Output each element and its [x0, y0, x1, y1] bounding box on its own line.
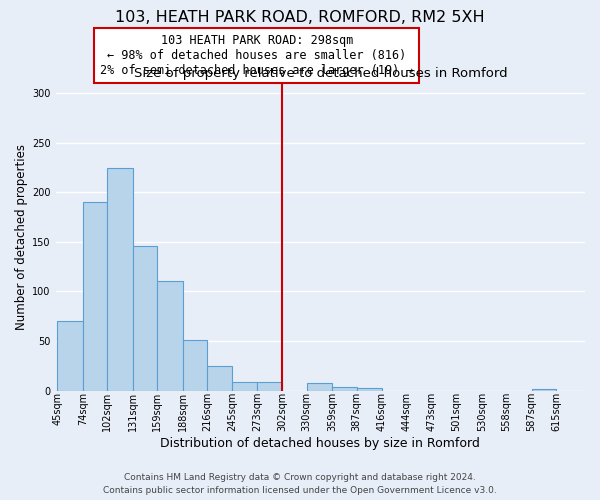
Bar — [332, 386, 356, 390]
Bar — [532, 388, 556, 390]
Bar — [58, 321, 83, 390]
Bar — [232, 382, 257, 390]
Text: 103, HEATH PARK ROAD, ROMFORD, RM2 5XH: 103, HEATH PARK ROAD, ROMFORD, RM2 5XH — [115, 10, 485, 25]
X-axis label: Distribution of detached houses by size in Romford: Distribution of detached houses by size … — [160, 437, 480, 450]
Bar — [307, 382, 332, 390]
Bar — [356, 388, 382, 390]
Bar — [257, 382, 282, 390]
Text: Contains HM Land Registry data © Crown copyright and database right 2024.
Contai: Contains HM Land Registry data © Crown c… — [103, 474, 497, 495]
Bar — [207, 366, 232, 390]
Bar — [133, 246, 157, 390]
Y-axis label: Number of detached properties: Number of detached properties — [15, 144, 28, 330]
Title: Size of property relative to detached houses in Romford: Size of property relative to detached ho… — [134, 68, 507, 80]
Bar — [182, 340, 207, 390]
Bar — [157, 280, 182, 390]
Bar — [107, 168, 133, 390]
Text: 103 HEATH PARK ROAD: 298sqm
← 98% of detached houses are smaller (816)
2% of sem: 103 HEATH PARK ROAD: 298sqm ← 98% of det… — [100, 34, 413, 77]
Bar — [83, 202, 107, 390]
